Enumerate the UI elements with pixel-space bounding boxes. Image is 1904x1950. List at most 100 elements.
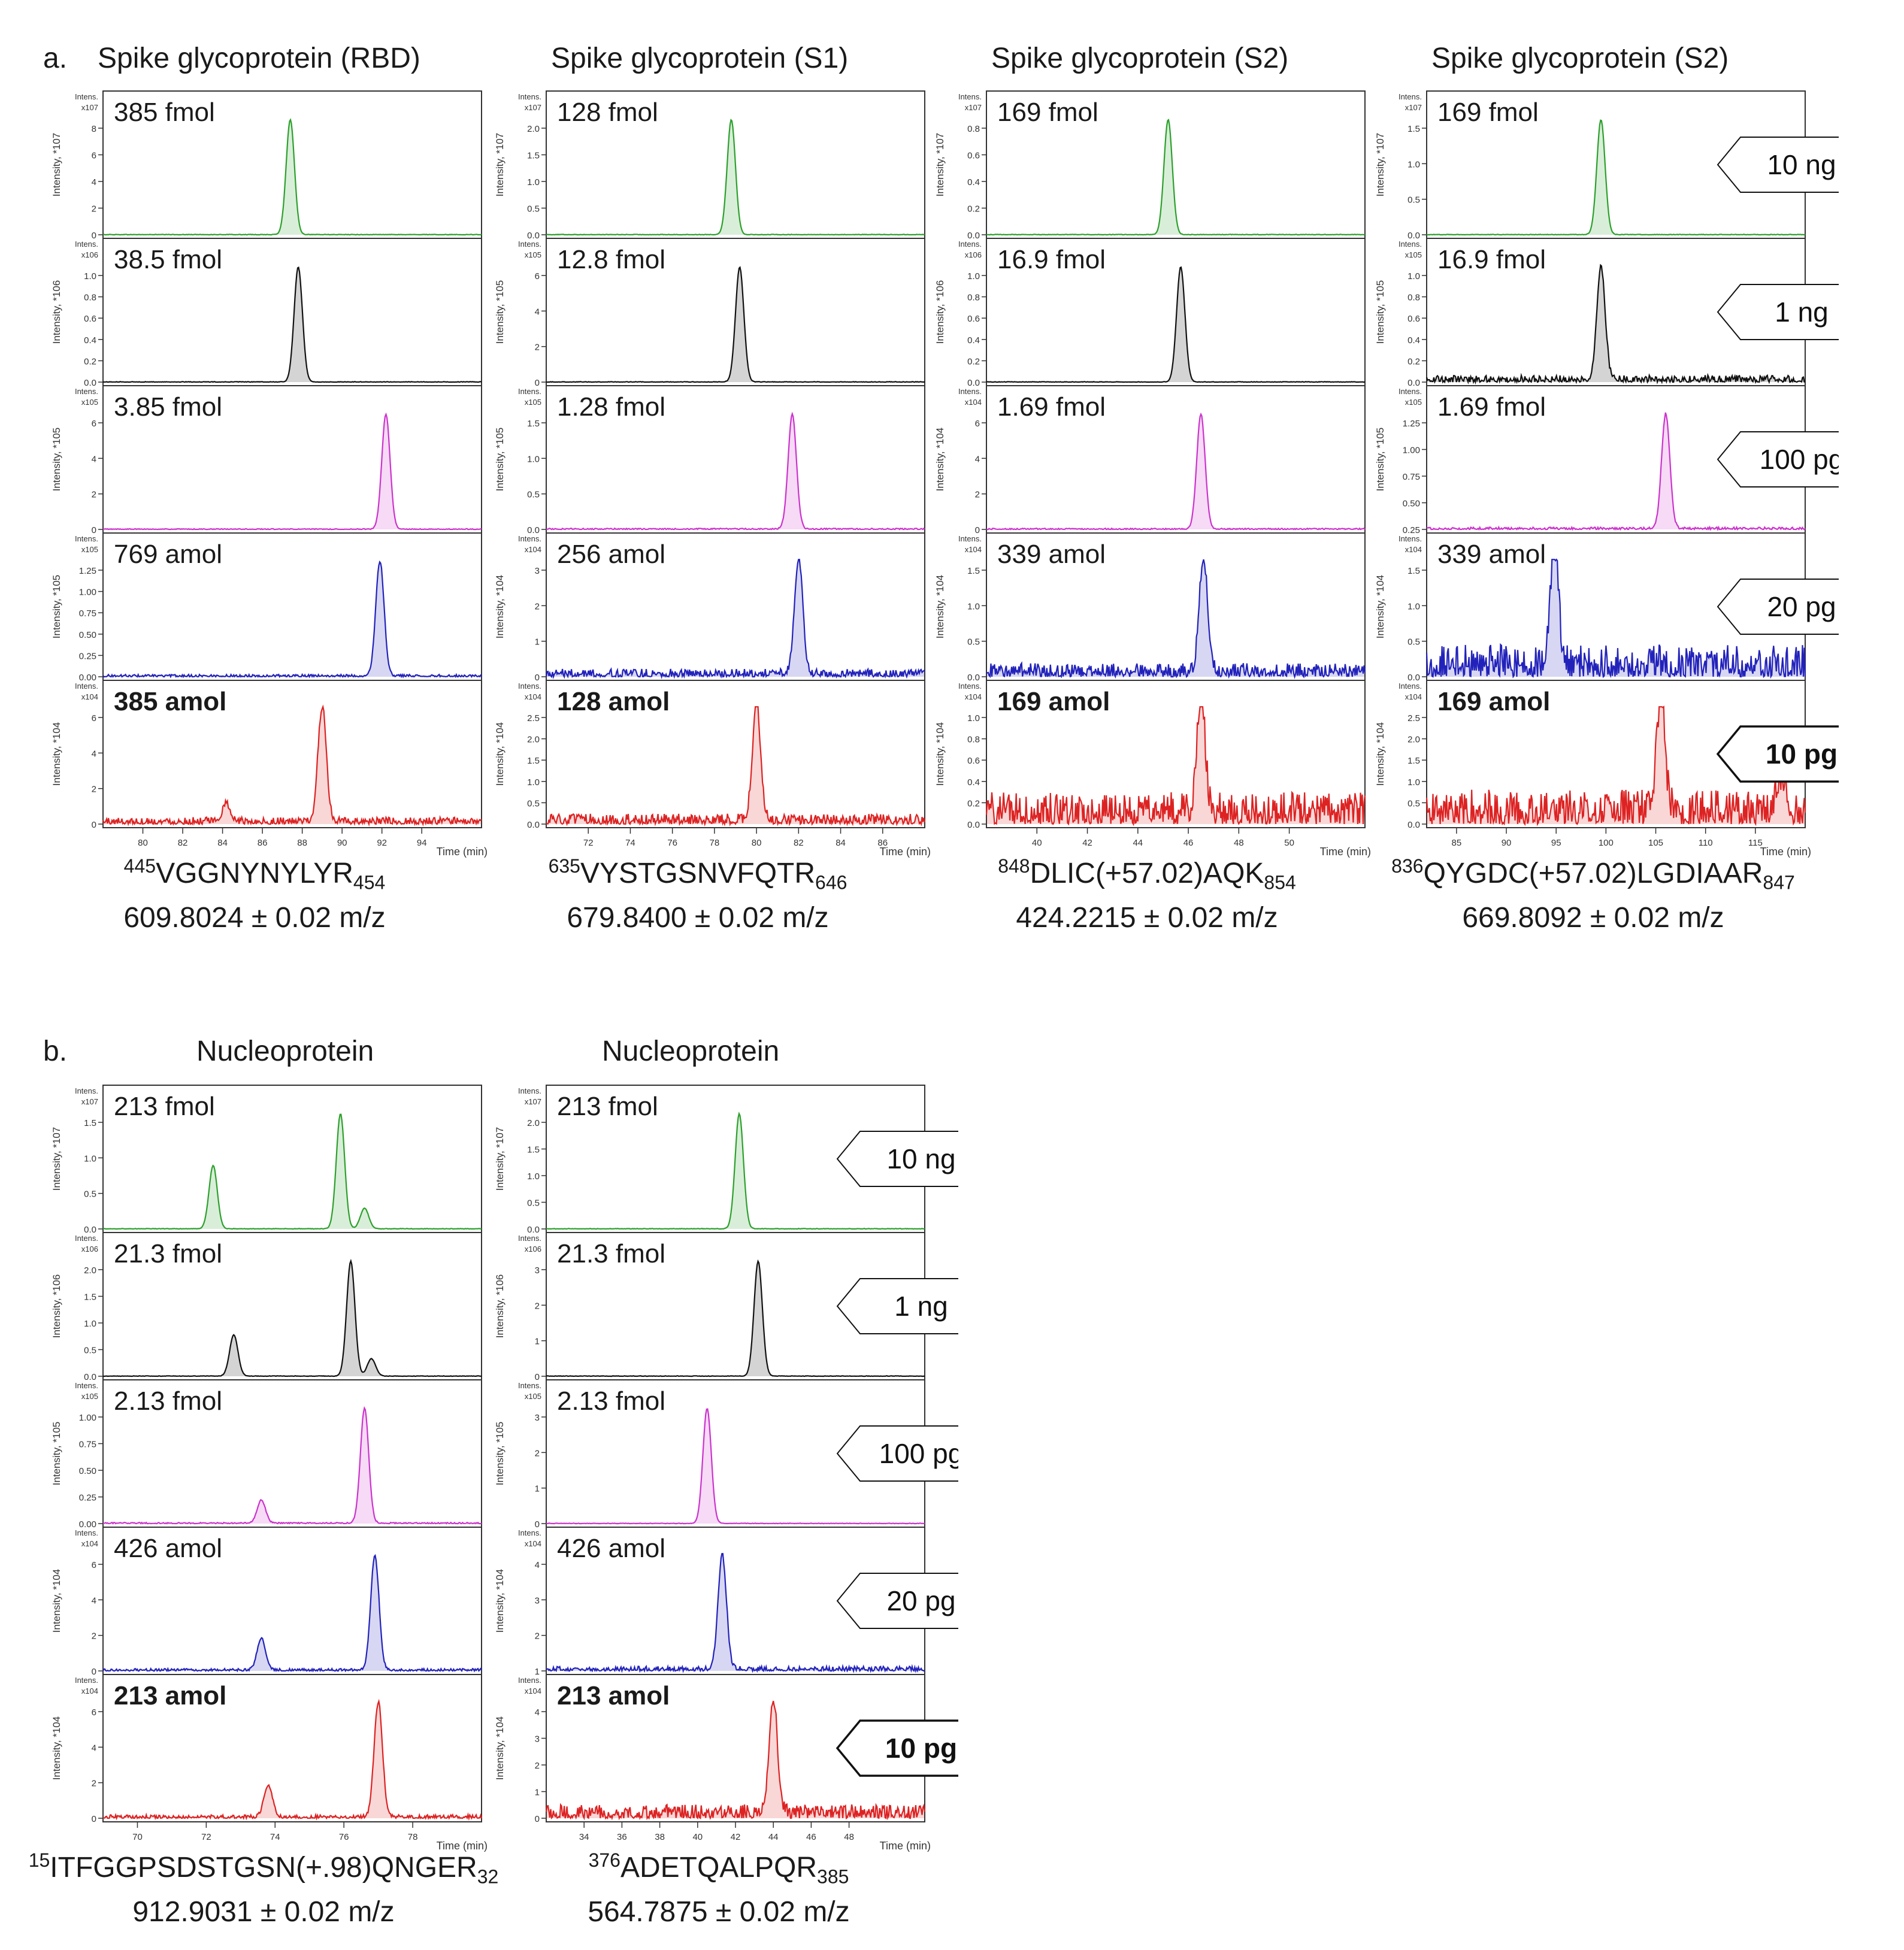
amount-label: 2.13 fmol [114, 1386, 222, 1416]
y-tick-label: 2 [535, 343, 540, 353]
y-tick-label: 0.5 [1407, 798, 1420, 809]
y-tick-label: 1 [535, 637, 540, 647]
y-tick-label: 0.8 [967, 124, 980, 134]
y-tick-label: 0.5 [1407, 195, 1420, 205]
x-tick-label: 72 [583, 838, 594, 848]
y-tick-label: 0.0 [1407, 820, 1420, 830]
intens-label: Intens. [1399, 240, 1422, 249]
y-tick-label: 0.2 [967, 356, 980, 367]
loading-label: 10 pg [1766, 738, 1838, 770]
trace-line [1426, 119, 1806, 236]
trace-fill [546, 707, 925, 824]
y-tick-label: 0.6 [967, 314, 980, 324]
chart-title-6: Nucleoprotein [602, 1035, 780, 1067]
y-tick-label: 3 [535, 1265, 540, 1276]
y-tick-label: 0.8 [967, 293, 980, 303]
y-tick-label: 1.0 [527, 777, 540, 788]
trace-line [546, 266, 925, 383]
y-tick-label: 1.0 [1407, 271, 1420, 281]
x-tick-label: 95 [1551, 838, 1561, 848]
loading-callout-shape [836, 1573, 958, 1629]
y-axis-label: Intensity, *106 [51, 280, 62, 344]
intens-label: Intens. [518, 1676, 541, 1685]
trace-line [102, 1258, 482, 1377]
y-tick-label: 0.4 [84, 335, 96, 346]
y-tick-label: 0 [92, 1814, 96, 1824]
y-tick-label: 2 [535, 1301, 540, 1311]
y-tick-label: 2.0 [527, 1118, 540, 1128]
y-tick-label: 2 [535, 601, 540, 611]
intens-exponent: x105 [81, 545, 98, 554]
trace-fill [103, 1701, 482, 1818]
loading-callout: 10 pg [836, 1719, 958, 1777]
intens-label: Intens. [518, 534, 541, 543]
trace-fill [986, 707, 1365, 824]
intens-exponent: x106 [525, 1245, 541, 1253]
y-tick-label: 0.0 [1407, 231, 1420, 241]
y-tick-label: 3 [535, 566, 540, 576]
intens-exponent: x105 [1405, 398, 1422, 407]
y-tick-label: 1.5 [527, 151, 540, 161]
y-axis-label: Intensity, *104 [51, 1716, 62, 1780]
y-tick-label: 0.4 [967, 177, 980, 187]
trace-fill [103, 267, 482, 382]
y-tick-label: 0.25 [79, 1493, 96, 1503]
intens-label: Intens. [75, 1676, 98, 1685]
intens-label: Intens. [75, 92, 98, 101]
loading-callout-shape [1717, 284, 1839, 340]
y-tick-label: 0.0 [527, 231, 540, 241]
x-tick-label: 76 [667, 838, 677, 848]
x-tick-label: 76 [339, 1832, 349, 1842]
intens-label: Intens. [958, 682, 982, 691]
y-axis-label: Intensity, *105 [1375, 280, 1386, 344]
mz-label-1: 609.8024 ± 0.02 m/z [123, 902, 386, 934]
intens-label: Intens. [75, 1086, 98, 1095]
x-axis-label: Time (min) [1320, 846, 1371, 858]
y-tick-label: 1.0 [84, 271, 96, 281]
intens-exponent: x105 [81, 1392, 98, 1401]
trace-fill [986, 267, 1365, 382]
trace-fill [546, 267, 925, 382]
amount-label: 339 amol [1437, 540, 1546, 569]
trace-frame [102, 680, 482, 828]
x-axis-label: Time (min) [1760, 846, 1811, 858]
amount-label: 426 amol [114, 1534, 222, 1563]
y-tick-label: 2 [535, 1631, 540, 1642]
intens-exponent: x107 [81, 103, 98, 112]
loading-label: 10 ng [886, 1143, 955, 1174]
trace-line [546, 1112, 925, 1230]
intens-exponent: x107 [81, 1097, 98, 1106]
y-tick-label: 1.5 [527, 756, 540, 766]
loading-label: 1 ng [1775, 296, 1829, 328]
amount-label: 21.3 fmol [557, 1239, 665, 1268]
trace-line [546, 1553, 925, 1673]
loading-label: 20 pg [886, 1585, 955, 1616]
chart-title-2: Spike glycoprotein (S1) [551, 43, 849, 74]
y-tick-label: 0.0 [967, 673, 980, 683]
y-axis-label: Intensity, *104 [494, 575, 505, 638]
y-axis-label: Intensity, *106 [934, 280, 946, 344]
amount-label: 1.69 fmol [997, 392, 1106, 422]
y-axis-label: Intensity, *105 [494, 1422, 505, 1485]
x-tick-label: 74 [270, 1832, 280, 1842]
amount-label: 12.8 fmol [557, 245, 665, 274]
x-tick-label: 44 [1133, 838, 1143, 848]
y-tick-label: 0 [535, 1519, 540, 1530]
intens-exponent: x107 [525, 103, 541, 112]
y-tick-label: 0 [535, 673, 540, 683]
y-tick-label: 2.0 [527, 124, 540, 134]
y-tick-label: 1.00 [79, 1413, 96, 1423]
intens-exponent: x104 [965, 692, 982, 701]
x-tick-label: 90 [1502, 838, 1512, 848]
y-tick-label: 0.6 [967, 756, 980, 766]
trace-line [1425, 558, 1806, 679]
trace-line [102, 560, 482, 679]
y-axis-label: Intensity, *105 [51, 575, 62, 638]
x-tick-label: 78 [710, 838, 720, 848]
intens-exponent: x104 [965, 398, 982, 407]
intens-exponent: x104 [1405, 692, 1422, 701]
y-tick-label: 0.0 [84, 1225, 96, 1235]
y-tick-label: 0.25 [1403, 525, 1420, 535]
